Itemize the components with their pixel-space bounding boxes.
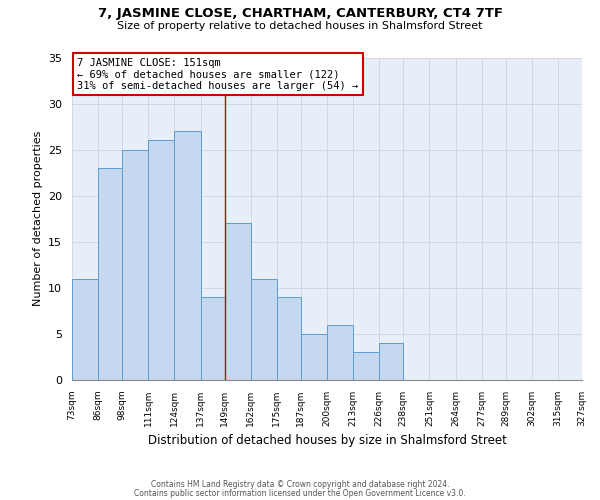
Bar [251,278,277,380]
Text: 7, JASMINE CLOSE, CHARTHAM, CANTERBURY, CT4 7TF: 7, JASMINE CLOSE, CHARTHAM, CANTERBURY, … [97,8,503,20]
Y-axis label: Number of detached properties: Number of detached properties [32,131,43,306]
Text: Contains public sector information licensed under the Open Government Licence v3: Contains public sector information licen… [134,488,466,498]
Text: Contains HM Land Registry data © Crown copyright and database right 2024.: Contains HM Land Registry data © Crown c… [151,480,449,489]
Bar [353,352,379,380]
Bar [200,297,224,380]
Bar [277,297,301,380]
Bar [379,343,403,380]
Bar [72,278,98,380]
Bar [224,224,251,380]
Text: Size of property relative to detached houses in Shalmsford Street: Size of property relative to detached ho… [117,21,483,31]
Bar [327,324,353,380]
Bar [301,334,327,380]
Text: 7 JASMINE CLOSE: 151sqm
← 69% of detached houses are smaller (122)
31% of semi-d: 7 JASMINE CLOSE: 151sqm ← 69% of detache… [77,58,358,90]
Bar [98,168,122,380]
Bar [148,140,175,380]
X-axis label: Distribution of detached houses by size in Shalmsford Street: Distribution of detached houses by size … [148,434,506,448]
Bar [175,131,200,380]
Bar [122,150,148,380]
